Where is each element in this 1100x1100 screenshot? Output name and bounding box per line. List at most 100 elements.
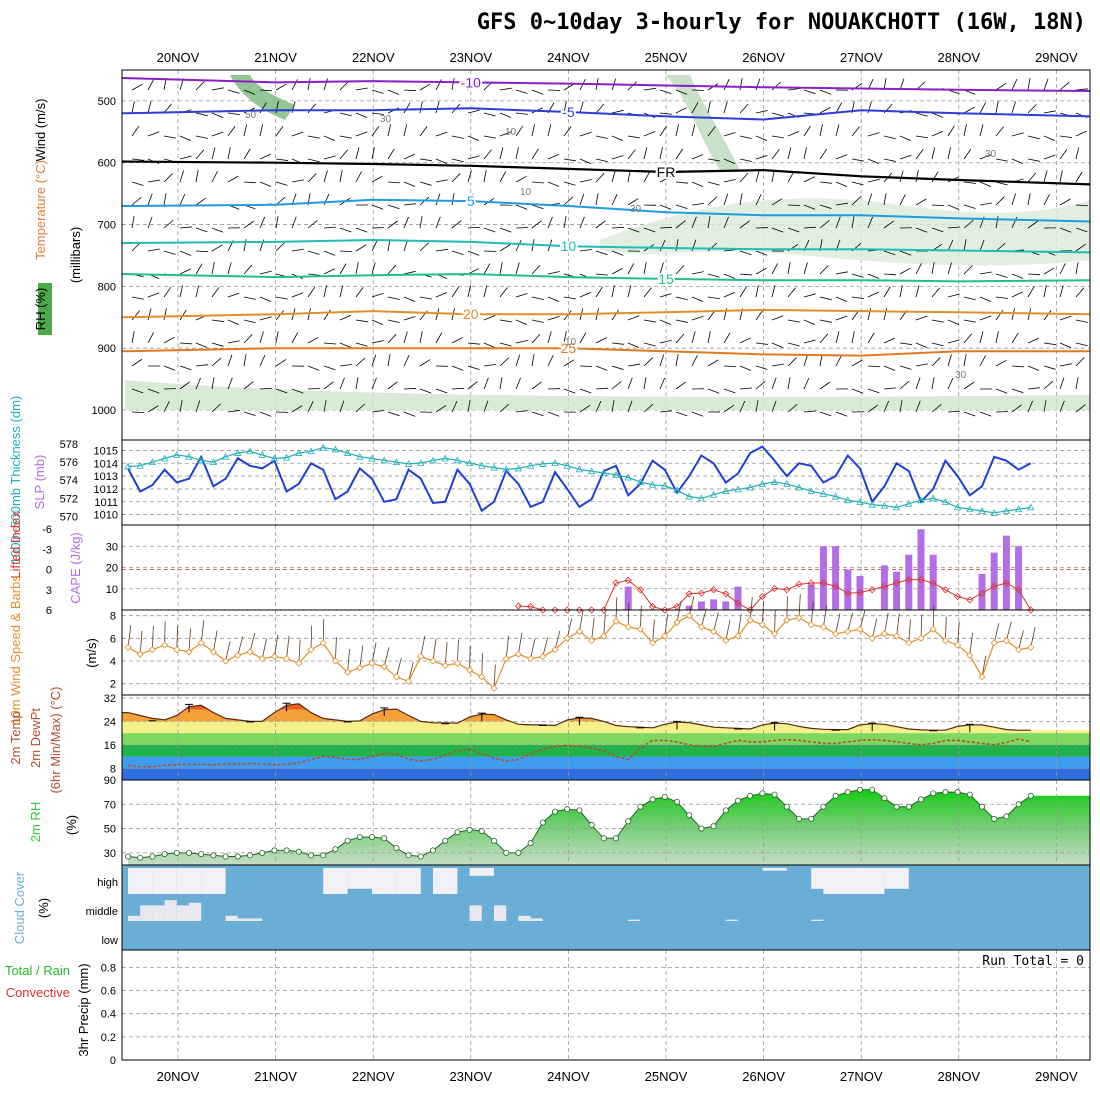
wind-barb [995,181,1008,186]
wind-barb [915,315,928,321]
wind-speed-marker [527,655,535,663]
wind-barb [1075,287,1085,298]
lifted-index-marker [612,579,620,587]
wind-barb [786,596,788,621]
date-label-bottom: 22NOV [352,1069,395,1084]
wind-barb [243,239,247,252]
cloud-background [122,865,1090,950]
wind-barb [787,319,800,323]
wind-speed-marker [673,618,681,627]
wind-barb [707,296,720,300]
cape-bar [929,554,937,610]
lifted-tick-label: 3 [46,585,52,597]
wind-barb [211,357,222,367]
wind-barb [1075,147,1080,160]
wind-barb [195,400,201,413]
lifted-index-marker [880,582,888,590]
panel-frames [121,69,1091,1061]
axis-label-cloud-units: (%) [36,898,51,918]
thickness-marker [648,480,657,488]
wind-barb [179,226,192,229]
wind-barb [335,637,337,662]
wind-barb [627,227,640,233]
wind-barb [883,308,888,321]
wind-barb [481,652,483,677]
wind-barb [771,112,784,117]
wind-barb [675,181,688,184]
cloud-high-block [347,868,372,889]
lifted-index-marker [783,586,791,594]
axis-label-dewpt: 2m DewPt [28,708,43,768]
temp-color-band [122,709,1090,722]
wind-barb [707,181,720,186]
wind-barb [947,262,952,275]
wind-barb [931,377,935,390]
wind-barb [611,170,616,183]
thickness-marker [136,461,144,469]
wind-barb [659,377,666,390]
wind-barb [915,342,928,348]
wind-barb [131,411,145,413]
axis-label-rh-units: (%) [64,815,79,835]
wind-barb [275,216,279,229]
wind-barb [643,227,656,233]
wind-barb [819,319,832,323]
wind-barb [739,172,749,183]
rh-marker [490,837,497,844]
wind-barb [339,81,349,91]
rh-marker [649,796,656,803]
wind-speed-marker [697,623,705,631]
wind-barb [595,220,606,229]
wind-barb [787,131,800,137]
wind-barb [249,632,256,653]
wind-barb [483,263,491,275]
wind-barb [323,285,327,298]
lifted-index-marker [990,582,998,590]
wind-barb [147,79,155,91]
thickness-marker [1027,503,1035,511]
wind-barb [899,154,912,160]
wind-barb [1011,193,1016,206]
wind-barb [963,124,967,137]
cloud-level-label: high [97,877,118,889]
thickness-marker [417,459,425,466]
wind-barb [163,250,176,255]
wind-barb [243,181,257,184]
wind-speed-marker [758,621,766,629]
wind-tick-label: 4 [110,656,116,668]
wind-barb [579,101,584,114]
cape-bar [832,546,840,610]
wind-barb [435,405,447,413]
wind-barb [739,135,752,139]
wind-barb [286,635,290,659]
rh-marker [564,806,571,813]
wind-barb [579,388,592,394]
rh-marker [344,837,351,844]
wind-barb [435,388,448,394]
pressure-tick-label: 600 [98,158,116,170]
wind-barb [451,158,464,163]
wind-barb [531,381,542,390]
date-label-top: 25NOV [645,50,688,65]
rh-contour-label: 30 [380,114,392,125]
rh-area [128,789,1090,865]
temp-tick-label: 16 [104,740,116,752]
wind-barb [851,181,864,186]
wind-barb [563,196,574,206]
wind-barb [243,89,256,95]
wind-barb [707,273,720,278]
wind-barb [195,135,208,139]
wind-barb [579,404,591,413]
wind-barb [451,337,463,344]
wind-barb [995,216,999,229]
wind-barb [435,216,441,229]
wind-barb [339,314,352,321]
wind-barb [993,623,1000,643]
wind-speed-marker [1015,646,1023,654]
rh-marker [442,837,449,844]
thickness-marker [746,483,754,491]
thickness-marker [758,480,767,487]
wind-barb [713,612,719,632]
